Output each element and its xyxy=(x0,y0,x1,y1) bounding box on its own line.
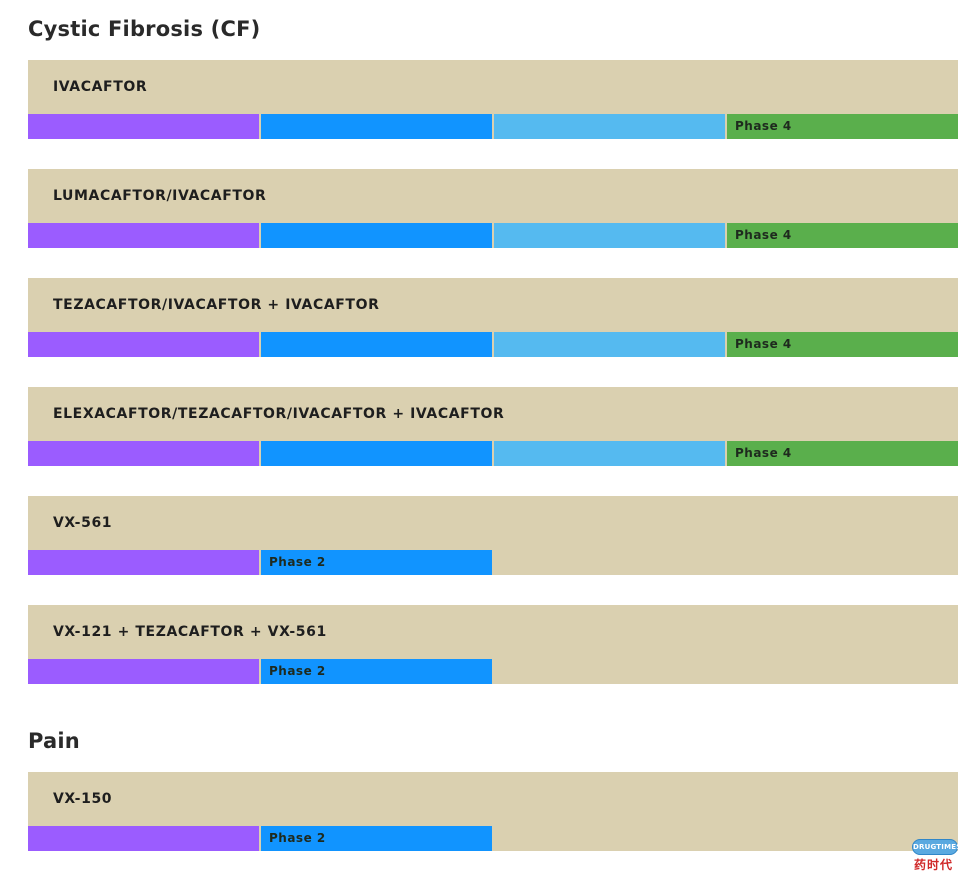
phase-label: Phase 4 xyxy=(735,337,792,351)
drug-card[interactable]: LUMACAFTOR/IVACAFTOR Phase 4 xyxy=(28,169,958,248)
drug-card[interactable]: TEZACAFTOR/IVACAFTOR + IVACAFTOR Phase 4 xyxy=(28,278,958,357)
stage-discovery-segment xyxy=(28,441,259,466)
phase-progress-bar: Phase 2 xyxy=(28,659,958,684)
phase-progress-bar: Phase 2 xyxy=(28,826,958,851)
section-title-pain: Pain xyxy=(28,729,80,753)
stage-phase2-segment xyxy=(494,114,725,139)
stage-phase2-segment xyxy=(494,332,725,357)
stage-discovery-segment xyxy=(28,332,259,357)
stage-discovery-segment xyxy=(28,659,259,684)
drug-card[interactable]: VX-561 Phase 2 xyxy=(28,496,958,575)
stage-phase1-segment: Phase 2 xyxy=(261,550,492,575)
stage-phase1-segment xyxy=(261,114,492,139)
phase-label: Phase 4 xyxy=(735,228,792,242)
phase-label: Phase 4 xyxy=(735,119,792,133)
stage-discovery-segment xyxy=(28,550,259,575)
stage-phase3-segment: Phase 4 xyxy=(727,332,958,357)
drug-name: TEZACAFTOR/IVACAFTOR + IVACAFTOR xyxy=(53,297,380,313)
phase-progress-bar: Phase 2 xyxy=(28,550,958,575)
stage-phase2-segment xyxy=(494,441,725,466)
stage-phase2-segment xyxy=(494,223,725,248)
stage-phase1-segment: Phase 2 xyxy=(261,659,492,684)
drug-card[interactable]: VX-150 Phase 2 xyxy=(28,772,958,851)
stage-discovery-segment xyxy=(28,223,259,248)
drug-name: LUMACAFTOR/IVACAFTOR xyxy=(53,188,267,204)
stage-discovery-segment xyxy=(28,826,259,851)
logo-latin-text: DRUGTIMES xyxy=(913,843,962,851)
drug-card[interactable]: VX-121 + TEZACAFTOR + VX-561 Phase 2 xyxy=(28,605,958,684)
stage-phase1-segment xyxy=(261,332,492,357)
logo-chinese-text: 药时代 xyxy=(914,858,954,872)
stage-phase3-segment: Phase 4 xyxy=(727,223,958,248)
logo-badge: DRUGTIMES xyxy=(912,839,962,855)
phase-label: Phase 2 xyxy=(269,664,326,678)
drug-name: ELEXACAFTOR/TEZACAFTOR/IVACAFTOR + IVACA… xyxy=(53,406,505,422)
drug-name: IVACAFTOR xyxy=(53,79,148,95)
stage-phase3-segment: Phase 4 xyxy=(727,441,958,466)
phase-label: Phase 2 xyxy=(269,555,326,569)
drug-name: VX-561 xyxy=(53,515,113,531)
phase-progress-bar: Phase 4 xyxy=(28,223,958,248)
phase-progress-bar: Phase 4 xyxy=(28,114,958,139)
phase-progress-bar: Phase 4 xyxy=(28,332,958,357)
stage-phase1-segment xyxy=(261,441,492,466)
drug-card[interactable]: IVACAFTOR Phase 4 xyxy=(28,60,958,139)
stage-phase1-segment xyxy=(261,223,492,248)
phase-progress-bar: Phase 4 xyxy=(28,441,958,466)
stage-phase3-segment: Phase 4 xyxy=(727,114,958,139)
drug-card[interactable]: ELEXACAFTOR/TEZACAFTOR/IVACAFTOR + IVACA… xyxy=(28,387,958,466)
phase-label: Phase 2 xyxy=(269,831,326,845)
drugtimes-logo: DRUGTIMES 药时代 xyxy=(910,838,962,878)
drug-name: VX-121 + TEZACAFTOR + VX-561 xyxy=(53,624,327,640)
section-title-cf: Cystic Fibrosis (CF) xyxy=(28,17,261,41)
drug-name: VX-150 xyxy=(53,791,113,807)
stage-phase1-segment: Phase 2 xyxy=(261,826,492,851)
phase-label: Phase 4 xyxy=(735,446,792,460)
stage-discovery-segment xyxy=(28,114,259,139)
